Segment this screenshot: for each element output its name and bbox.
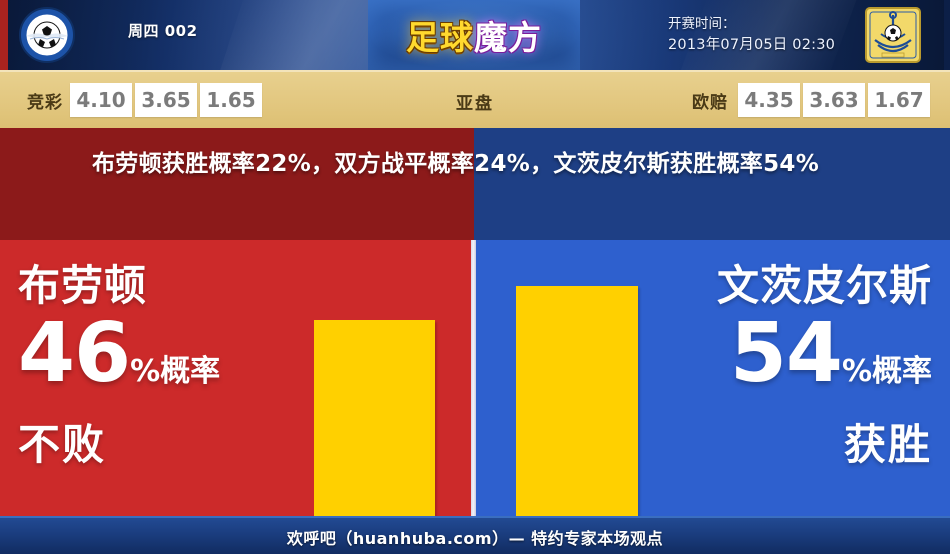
logo-text-part2: 魔方 — [474, 18, 542, 57]
away-probability-suffix: %概率 — [841, 354, 932, 389]
home-team-crest-icon — [19, 7, 75, 63]
odds-bar: 亚盘 竞彩 4.10 3.65 1.65 欧赔 4.35 3.63 1.67 — [0, 70, 950, 132]
away-probability-bar — [516, 286, 638, 516]
kickoff-label: 开赛时间： — [668, 16, 736, 32]
european-odds-draw[interactable]: 3.63 — [803, 83, 865, 117]
home-probability-suffix: %概率 — [130, 354, 221, 389]
european-odds-label: 欧赔 — [692, 92, 728, 113]
kickoff-info: 开赛时间： 2013年07月05日 02:30 — [668, 14, 835, 56]
kickoff-value: 2013年07月05日 02:30 — [668, 37, 836, 53]
home-probability-value: 46 — [18, 306, 131, 401]
match-number: 周四 002 — [128, 22, 198, 40]
jingcai-label: 竞彩 — [27, 92, 63, 113]
away-team-block: 文茨皮尔斯 54%概率 获胜 — [632, 260, 932, 472]
headline-left-background — [0, 128, 474, 240]
away-team-crest-icon — [865, 7, 921, 63]
away-team-name: 文茨皮尔斯 — [716, 261, 932, 310]
header-left-edge — [0, 0, 8, 70]
away-outcome: 获胜 — [843, 420, 932, 469]
match-header: 周四 002 足球魔方 开赛时间： 2013年07月05日 02:30 — [0, 0, 950, 70]
home-outcome: 不败 — [18, 420, 107, 469]
asian-handicap-label: 亚盘 — [456, 93, 494, 114]
european-odds-home[interactable]: 4.35 — [738, 83, 800, 117]
european-odds-group: 欧赔 4.35 3.63 1.67 — [685, 83, 930, 117]
home-team-block: 布劳顿 46%概率 不败 — [18, 260, 298, 472]
away-probability: 54%概率 — [632, 312, 932, 418]
away-probability-value: 54 — [729, 306, 843, 401]
jingcai-odds-draw[interactable]: 3.65 — [135, 83, 197, 117]
logo-glow — [368, 0, 580, 70]
footer-credit: 欢呼吧（huanhuba.com）— 特约专家本场观点 — [286, 529, 664, 548]
headline-text: 布劳顿获胜概率22%，双方战平概率24%，文茨皮尔斯获胜概率54% — [92, 151, 820, 177]
site-logo[interactable]: 足球魔方 — [368, 0, 580, 70]
panel-divider — [471, 240, 476, 516]
probability-chart: 布劳顿 46%概率 不败 文茨皮尔斯 54%概率 获胜 — [0, 240, 950, 516]
home-probability-bar — [314, 320, 435, 516]
logo-text-part1: 足球 — [406, 18, 474, 57]
headline-right-background — [474, 128, 950, 240]
logo-text: 足球魔方 — [406, 11, 542, 59]
jingcai-odds-home[interactable]: 4.10 — [70, 83, 132, 117]
jingcai-odds-away[interactable]: 1.65 — [200, 83, 262, 117]
footer-bar: 欢呼吧（huanhuba.com）— 特约专家本场观点 — [0, 516, 950, 554]
home-team-name: 布劳顿 — [18, 261, 148, 310]
header-right-edge — [944, 0, 950, 70]
home-probability: 46%概率 — [18, 312, 298, 418]
headline-band: 布劳顿获胜概率22%，双方战平概率24%，文茨皮尔斯获胜概率54% — [0, 128, 950, 240]
european-odds-away[interactable]: 1.67 — [868, 83, 930, 117]
jingcai-odds-group: 竞彩 4.10 3.65 1.65 — [20, 83, 265, 117]
